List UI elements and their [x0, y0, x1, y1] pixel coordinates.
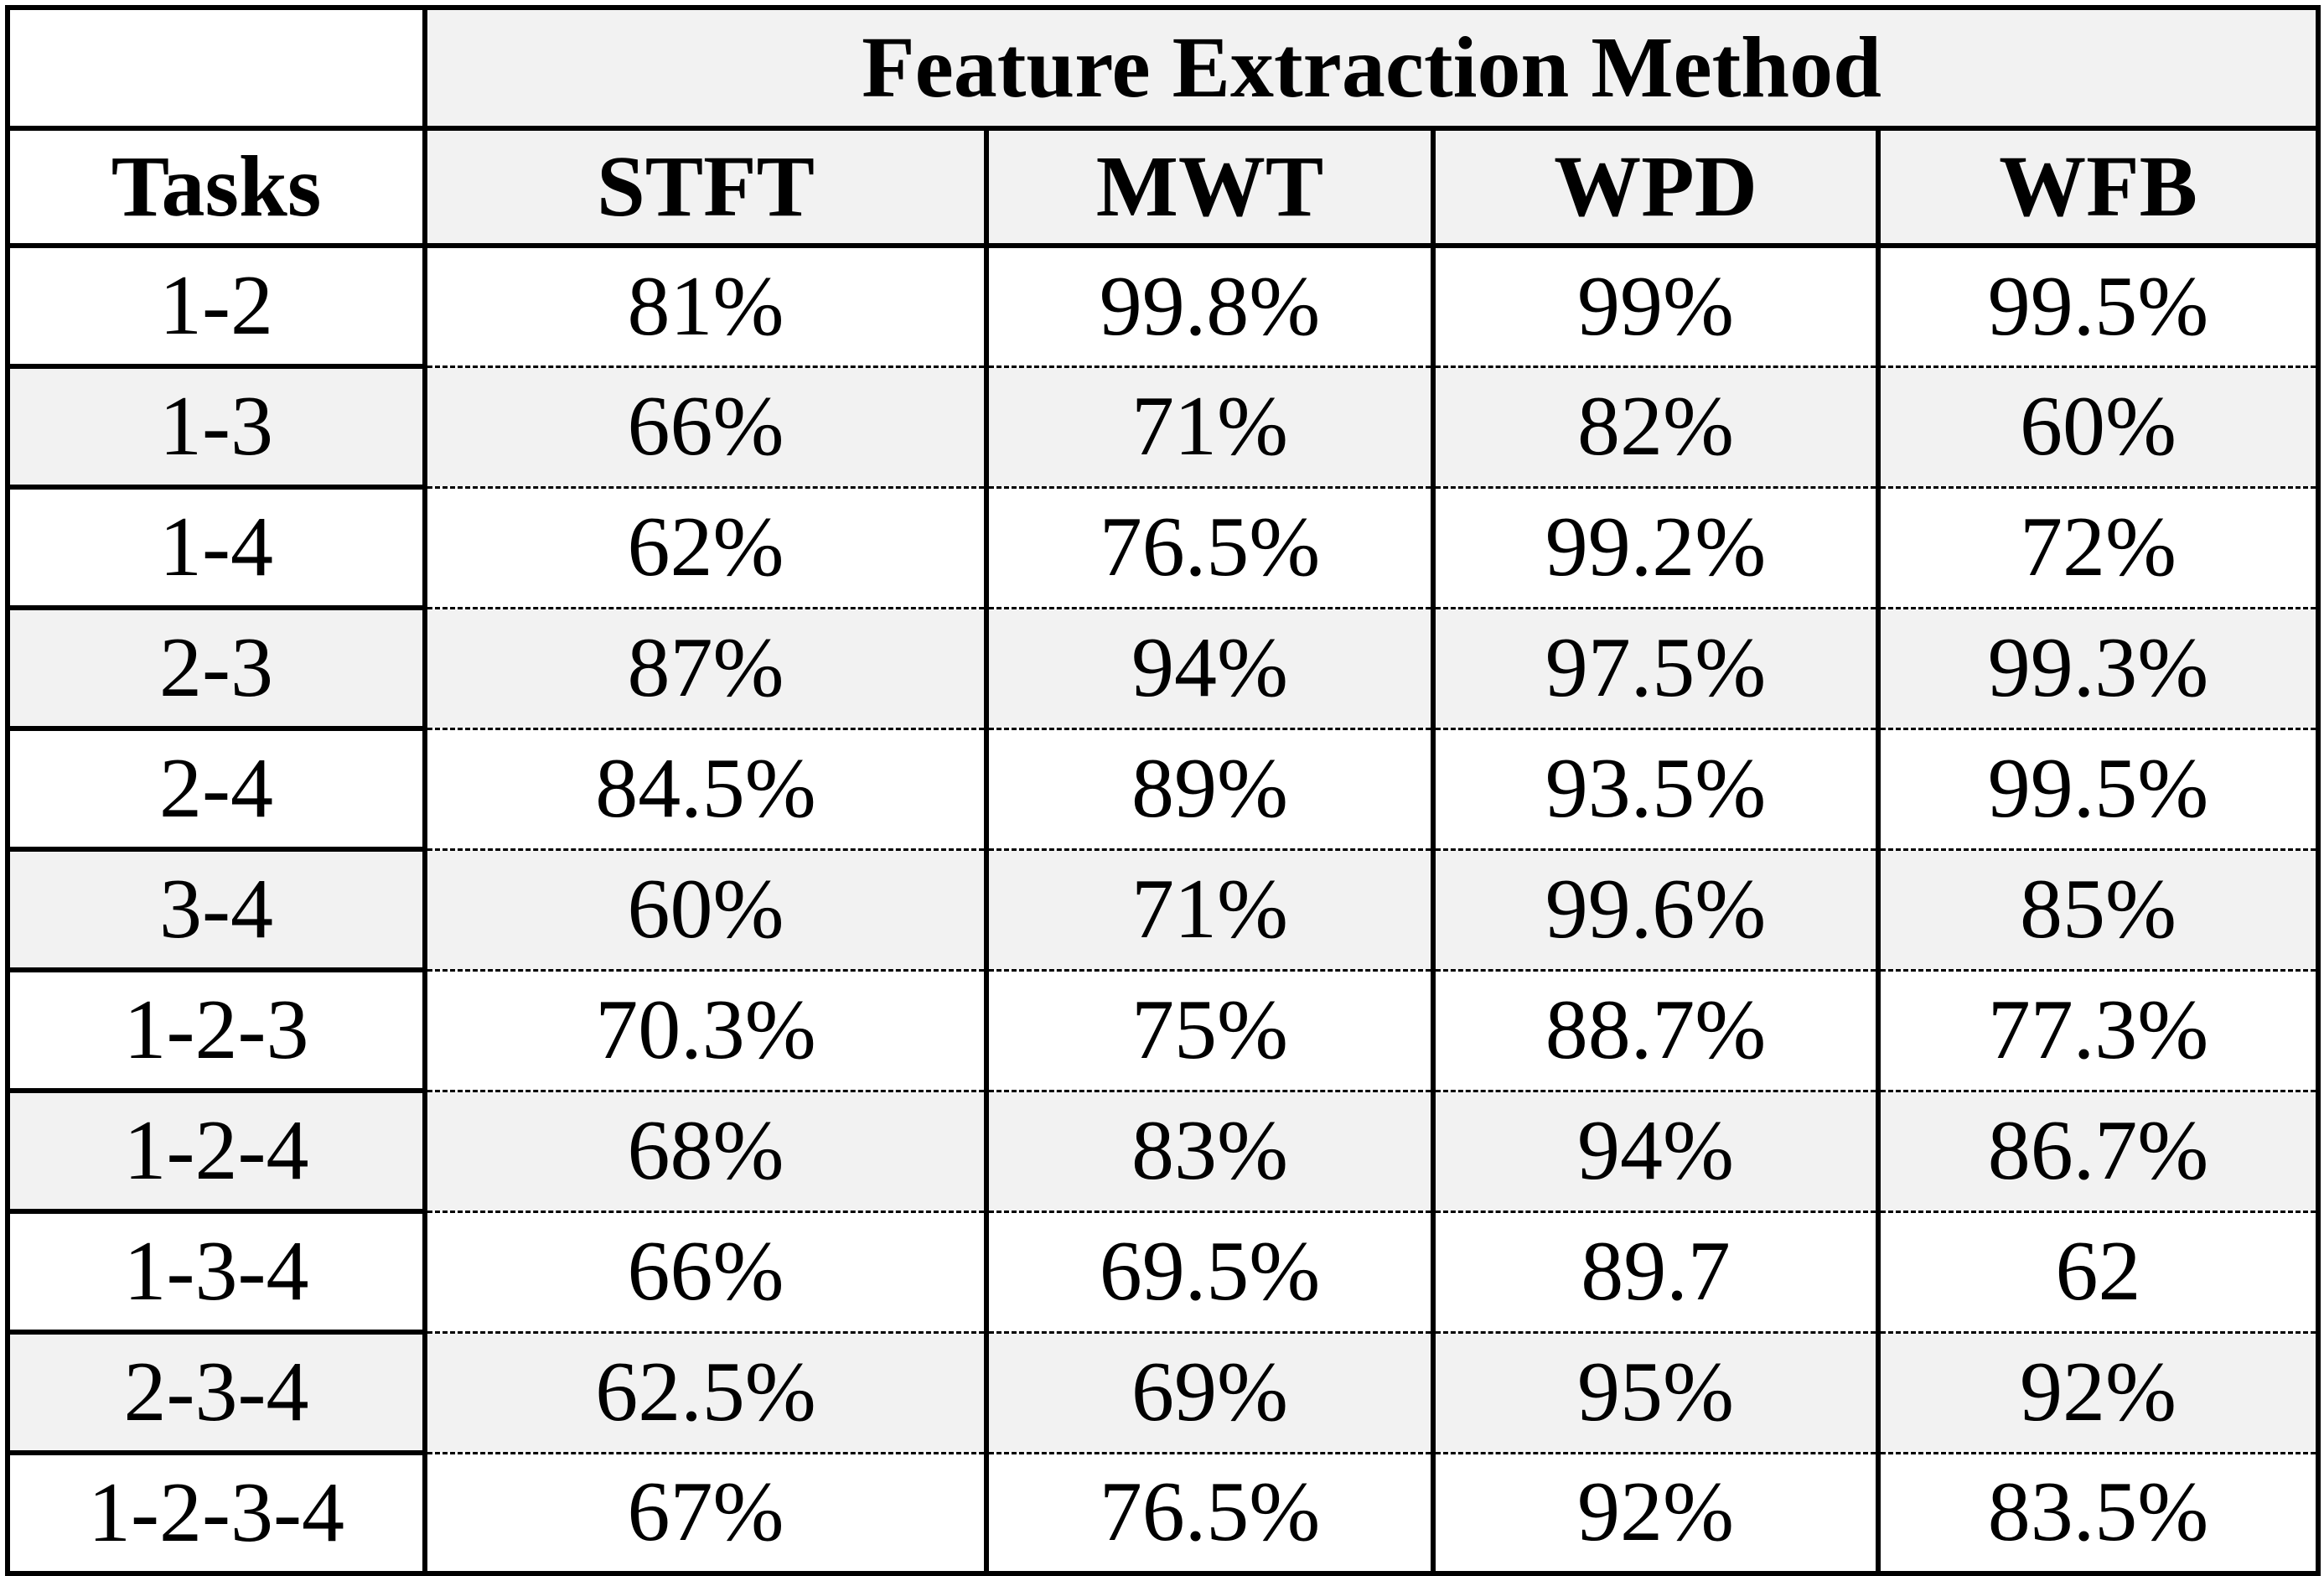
value-cell-mwt: 94%: [984, 608, 1433, 730]
table-row: 2-3-4 62.5% 69% 95% 92%: [5, 1332, 2321, 1455]
column-header-stft: STFT: [422, 128, 986, 248]
value-cell-mwt: 76.5%: [984, 487, 1433, 609]
group-header: Feature Extraction Method: [422, 5, 2321, 131]
value-cell-stft: 84.5%: [422, 728, 986, 851]
value-cell-wpd: 99%: [1431, 246, 1878, 368]
table-row: 1-4 62% 76.5% 99.2% 72%: [5, 487, 2321, 610]
column-header-wfb: WFB: [1875, 128, 2321, 248]
task-label-cell: 3-4: [5, 849, 425, 972]
value-cell-wfb: 92%: [1875, 1332, 2321, 1454]
value-cell-wfb: 60%: [1875, 366, 2321, 489]
value-cell-wfb: 99.5%: [1875, 728, 2321, 851]
table-row: 1-2 81% 99.8% 99% 99.5%: [5, 246, 2321, 369]
value-cell-mwt: 69%: [984, 1332, 1433, 1454]
value-cell-mwt: 69.5%: [984, 1211, 1433, 1334]
table-row: 1-2-4 68% 83% 94% 86.7%: [5, 1091, 2321, 1214]
table-row: 1-2-3-4 67% 76.5% 92% 83.5%: [5, 1453, 2321, 1576]
value-cell-wpd: 99.6%: [1431, 849, 1878, 972]
value-cell-mwt: 75%: [984, 970, 1433, 1092]
task-label-cell: 1-3-4: [5, 1211, 425, 1335]
value-cell-wfb: 86.7%: [1875, 1091, 2321, 1213]
value-cell-wpd: 97.5%: [1431, 608, 1878, 730]
table-row: 1-3 66% 71% 82% 60%: [5, 366, 2321, 490]
value-cell-mwt: 99.8%: [984, 246, 1433, 368]
feature-extraction-accuracy-table: Feature Extraction Method Tasks STFT MWT…: [5, 5, 2321, 1576]
task-label-cell: 1-2: [5, 246, 425, 369]
table-row: 3-4 60% 71% 99.6% 85%: [5, 849, 2321, 972]
table-row: 1-2-3 70.3% 75% 88.7% 77.3%: [5, 970, 2321, 1093]
value-cell-stft: 81%: [422, 246, 986, 368]
value-cell-wpd: 95%: [1431, 1332, 1878, 1454]
value-cell-stft: 67%: [422, 1453, 986, 1576]
column-header-wpd: WPD: [1431, 128, 1878, 248]
value-cell-mwt: 83%: [984, 1091, 1433, 1213]
value-cell-wfb: 62: [1875, 1211, 2321, 1334]
column-header-mwt: MWT: [984, 128, 1433, 248]
table-row: 1-3-4 66% 69.5% 89.7 62: [5, 1211, 2321, 1335]
table-body: 1-2 81% 99.8% 99% 99.5% 1-3 66% 71% 82% 60% 1-4 62%…: [5, 246, 2321, 1576]
value-cell-wpd: 99.2%: [1431, 487, 1878, 609]
value-cell-wpd: 92%: [1431, 1453, 1878, 1576]
value-cell-mwt: 89%: [984, 728, 1433, 851]
value-cell-wfb: 99.3%: [1875, 608, 2321, 730]
value-cell-stft: 68%: [422, 1091, 986, 1213]
value-cell-wpd: 93.5%: [1431, 728, 1878, 851]
value-cell-wfb: 99.5%: [1875, 246, 2321, 368]
value-cell-wfb: 85%: [1875, 849, 2321, 972]
value-cell-wpd: 88.7%: [1431, 970, 1878, 1092]
value-cell-wfb: 83.5%: [1875, 1453, 2321, 1576]
task-label-cell: 1-2-3: [5, 970, 425, 1093]
value-cell-stft: 62%: [422, 487, 986, 609]
value-cell-stft: 60%: [422, 849, 986, 972]
task-label-cell: 2-3-4: [5, 1332, 425, 1455]
value-cell-stft: 70.3%: [422, 970, 986, 1092]
value-cell-mwt: 71%: [984, 366, 1433, 489]
value-cell-wpd: 94%: [1431, 1091, 1878, 1213]
value-cell-wpd: 89.7: [1431, 1211, 1878, 1334]
value-cell-wpd: 82%: [1431, 366, 1878, 489]
table-row: 2-3 87% 94% 97.5% 99.3%: [5, 608, 2321, 731]
task-label-cell: 1-2-3-4: [5, 1453, 425, 1576]
value-cell-stft: 66%: [422, 366, 986, 489]
task-label-cell: 1-2-4: [5, 1091, 425, 1214]
table-row: 2-4 84.5% 89% 93.5% 99.5%: [5, 728, 2321, 852]
task-label-cell: 2-4: [5, 728, 425, 852]
task-label-cell: 2-3: [5, 608, 425, 731]
tasks-header: Tasks: [5, 128, 425, 248]
corner-cell: [5, 5, 425, 131]
value-cell-wfb: 72%: [1875, 487, 2321, 609]
value-cell-mwt: 76.5%: [984, 1453, 1433, 1576]
value-cell-stft: 62.5%: [422, 1332, 986, 1454]
results-table-container: Feature Extraction Method Tasks STFT MWT…: [5, 5, 2321, 1576]
value-cell-mwt: 71%: [984, 849, 1433, 972]
value-cell-wfb: 77.3%: [1875, 970, 2321, 1092]
value-cell-stft: 66%: [422, 1211, 986, 1334]
task-label-cell: 1-4: [5, 487, 425, 610]
value-cell-stft: 87%: [422, 608, 986, 730]
task-label-cell: 1-3: [5, 366, 425, 490]
